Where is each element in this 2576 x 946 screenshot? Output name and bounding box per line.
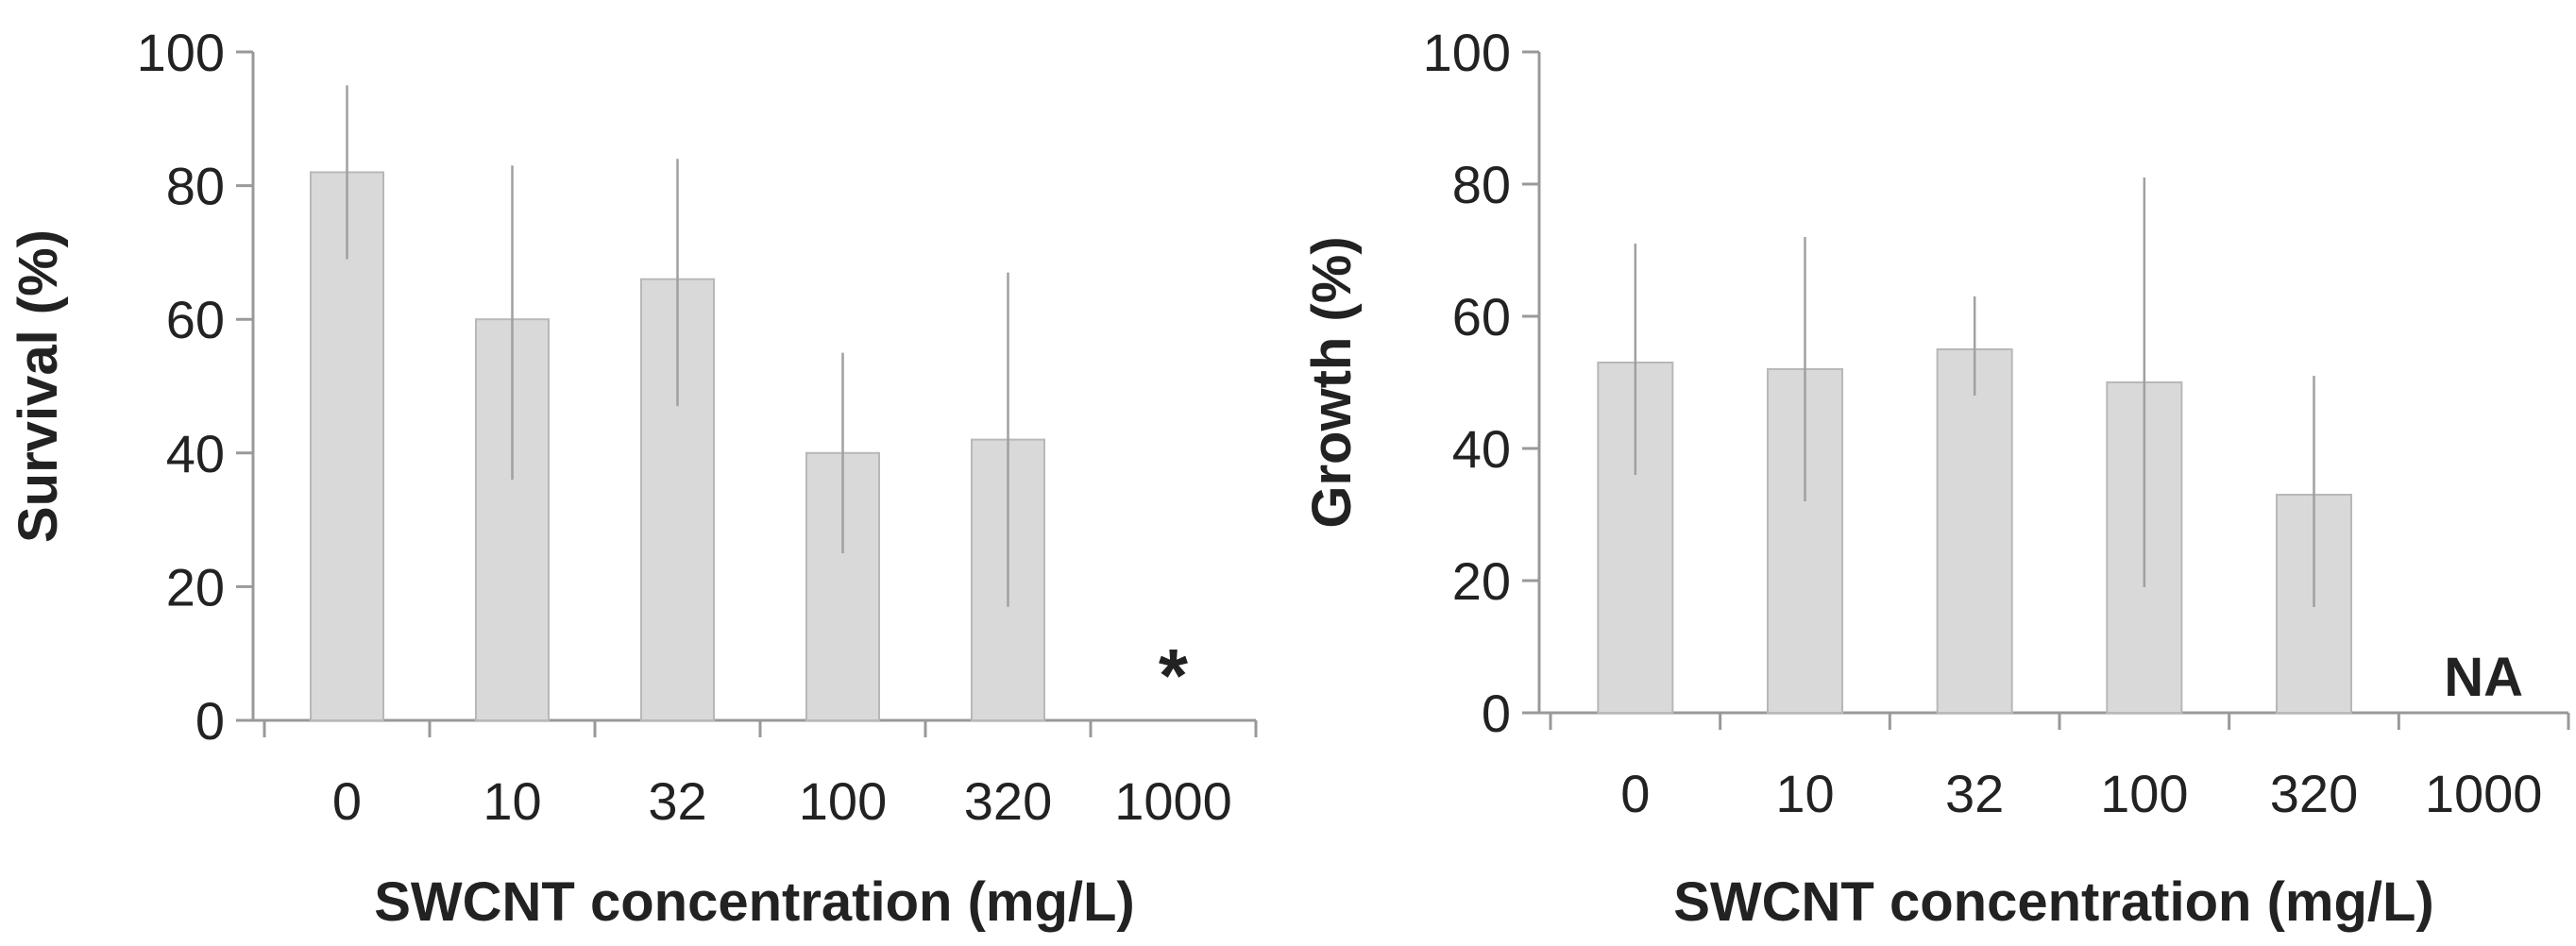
- growth-y-tick-label: 40: [1452, 419, 1511, 479]
- survival-y-tick-label: 100: [137, 23, 225, 82]
- growth-y-tick-label: 100: [1423, 23, 1511, 82]
- growth-y-tick-label: 60: [1452, 287, 1511, 346]
- growth-y-axis-title: Growth (%): [1301, 236, 1363, 528]
- growth-y-tick-label: 20: [1452, 551, 1511, 611]
- survival-x-tick-label: 320: [964, 771, 1052, 831]
- growth-x-tick-label: 1000: [2425, 764, 2543, 823]
- survival-x-axis-title: SWCNT concentration (mg/L): [374, 871, 1135, 933]
- growth-y-tick-label: 0: [1482, 684, 1511, 743]
- growth-x-axis-title: SWCNT concentration (mg/L): [1673, 871, 2434, 933]
- survival-y-tick-label: 40: [166, 424, 225, 483]
- growth-y-tick-label: 80: [1452, 155, 1511, 214]
- survival-y-axis-title: Survival (%): [8, 229, 69, 543]
- survival-y-tick-label: 80: [166, 157, 225, 216]
- survival-y-tick-label: 60: [166, 290, 225, 349]
- survival-x-tick-label: 0: [332, 771, 362, 831]
- growth-x-tick-label: 10: [1775, 764, 1834, 823]
- survival-bar-0: [310, 171, 384, 721]
- growth-bar-0: [1597, 362, 1674, 714]
- survival-x-tick-label: 100: [799, 771, 887, 831]
- growth-x-tick-label: 32: [1945, 764, 2004, 823]
- survival-x-tick-label: 32: [648, 771, 706, 831]
- growth-bar-32: [1936, 348, 2013, 714]
- survival-y-tick-label: 0: [195, 691, 225, 751]
- survival-annotation: *: [1159, 633, 1189, 718]
- growth-x-tick-label: 100: [2100, 764, 2188, 823]
- growth-annotation: NA: [2444, 647, 2523, 708]
- growth-x-tick-label: 320: [2270, 764, 2358, 823]
- survival-y-tick-label: 20: [166, 557, 225, 617]
- survival-x-tick-label: 10: [483, 771, 541, 831]
- growth-x-tick-label: 0: [1620, 764, 1650, 823]
- survival-x-tick-label: 1000: [1114, 771, 1232, 831]
